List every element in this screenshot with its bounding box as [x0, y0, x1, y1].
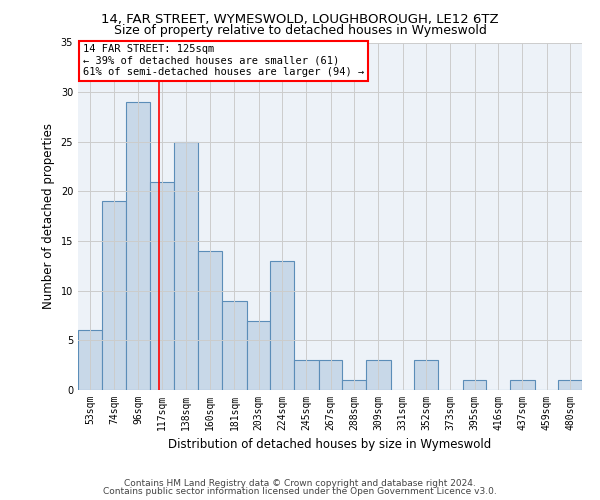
Bar	[173, 142, 199, 390]
Bar	[222, 300, 247, 390]
X-axis label: Distribution of detached houses by size in Wymeswold: Distribution of detached houses by size …	[169, 438, 491, 452]
Text: 14, FAR STREET, WYMESWOLD, LOUGHBOROUGH, LE12 6TZ: 14, FAR STREET, WYMESWOLD, LOUGHBOROUGH,…	[101, 12, 499, 26]
Bar	[463, 380, 487, 390]
Bar	[101, 202, 127, 390]
Text: 14 FAR STREET: 125sqm
← 39% of detached houses are smaller (61)
61% of semi-deta: 14 FAR STREET: 125sqm ← 39% of detached …	[83, 44, 364, 78]
Text: Size of property relative to detached houses in Wymeswold: Size of property relative to detached ho…	[113, 24, 487, 37]
Bar	[294, 360, 319, 390]
Bar	[343, 380, 366, 390]
Bar	[78, 330, 101, 390]
Bar	[510, 380, 535, 390]
Bar	[271, 261, 294, 390]
Bar	[319, 360, 343, 390]
Text: Contains HM Land Registry data © Crown copyright and database right 2024.: Contains HM Land Registry data © Crown c…	[124, 478, 476, 488]
Bar	[150, 182, 173, 390]
Bar	[366, 360, 391, 390]
Bar	[559, 380, 582, 390]
Y-axis label: Number of detached properties: Number of detached properties	[42, 123, 55, 309]
Bar	[247, 320, 271, 390]
Bar	[415, 360, 438, 390]
Text: Contains public sector information licensed under the Open Government Licence v3: Contains public sector information licen…	[103, 487, 497, 496]
Bar	[127, 102, 150, 390]
Bar	[199, 251, 222, 390]
